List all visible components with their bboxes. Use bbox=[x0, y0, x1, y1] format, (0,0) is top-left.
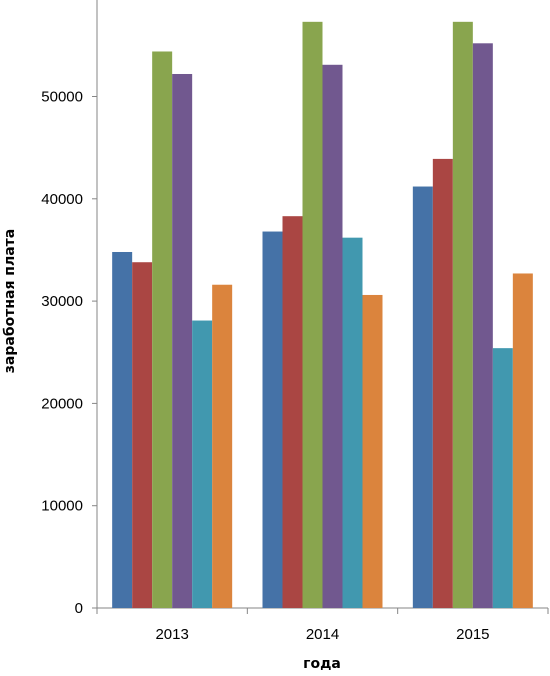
bar bbox=[412, 186, 433, 609]
bar bbox=[172, 73, 193, 608]
bar bbox=[132, 262, 153, 608]
bar bbox=[452, 21, 473, 609]
bar bbox=[302, 21, 323, 609]
x-tick-label: 2014 bbox=[306, 626, 339, 643]
y-axis-title: заработная плата bbox=[2, 229, 18, 373]
bar bbox=[152, 51, 173, 609]
y-tick-label: 0 bbox=[75, 600, 83, 617]
bar bbox=[282, 216, 303, 609]
bar bbox=[262, 231, 283, 608]
bar bbox=[342, 237, 363, 608]
y-tick-label: 30000 bbox=[41, 293, 83, 310]
bars bbox=[112, 21, 533, 609]
bar bbox=[472, 43, 493, 608]
bar bbox=[362, 294, 383, 608]
bar bbox=[192, 320, 213, 608]
bar bbox=[432, 158, 453, 608]
bar bbox=[212, 284, 233, 608]
bar bbox=[112, 251, 133, 608]
x-axis-title: года bbox=[303, 656, 341, 672]
y-tick-label: 10000 bbox=[41, 498, 83, 515]
y-axis: 0 10000 20000 30000 40000 50000 bbox=[41, 0, 98, 617]
y-tick-label: 20000 bbox=[41, 395, 83, 412]
bar bbox=[322, 64, 343, 609]
y-tick-label: 40000 bbox=[41, 191, 83, 208]
x-axis: 2013 2014 2015 bbox=[96, 607, 549, 643]
y-tick-label: 50000 bbox=[41, 89, 83, 106]
bar bbox=[512, 273, 533, 608]
x-tick-label: 2015 bbox=[456, 626, 489, 643]
x-tick-label: 2013 bbox=[155, 626, 188, 643]
bar bbox=[492, 348, 513, 608]
